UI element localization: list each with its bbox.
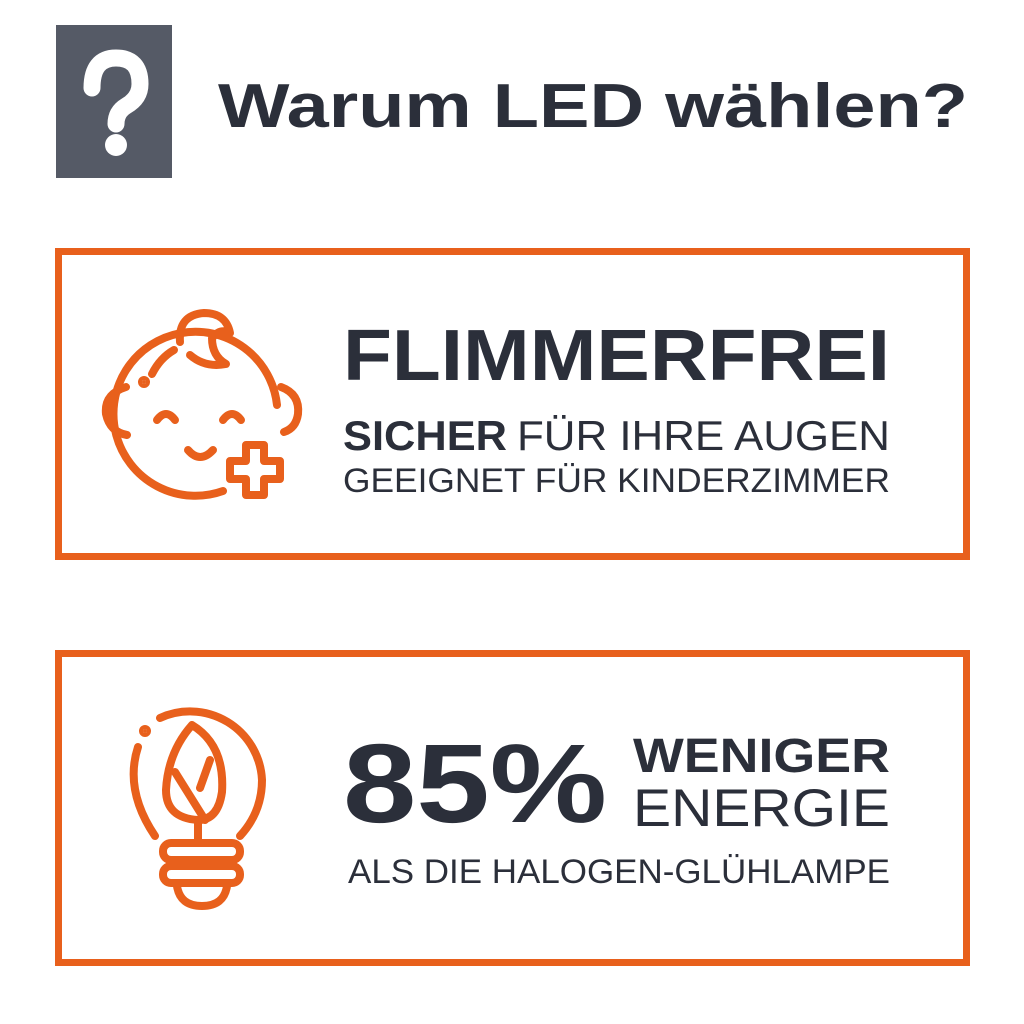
card-energy: 85% WENIGER ENERGIE ALS DIE HALOGEN-GLÜH… bbox=[55, 650, 970, 966]
page-title: Warum LED wählen? bbox=[218, 72, 968, 141]
value-label: ENERGIE bbox=[633, 779, 890, 838]
big-value: 85% bbox=[343, 721, 607, 846]
line2: GEEIGNET FÜR KINDERZIMMER bbox=[343, 462, 890, 500]
card-flimmerfrei: FLIMMERFREI SICHER FÜR IHRE AUGEN GEEIGN… bbox=[55, 248, 970, 560]
headline: FLIMMERFREI bbox=[343, 316, 890, 396]
line2: ALS DIE HALOGEN-GLÜHLAMPE bbox=[348, 853, 890, 891]
line1-rest: FÜR IHRE AUGEN bbox=[517, 412, 890, 459]
value-label-bold: WENIGER bbox=[633, 730, 890, 783]
leaf-lightbulb-icon bbox=[129, 707, 266, 910]
line1-bold: SICHER bbox=[343, 412, 507, 459]
baby-face-plus-icon bbox=[101, 309, 303, 500]
question-mark-icon bbox=[56, 25, 172, 178]
